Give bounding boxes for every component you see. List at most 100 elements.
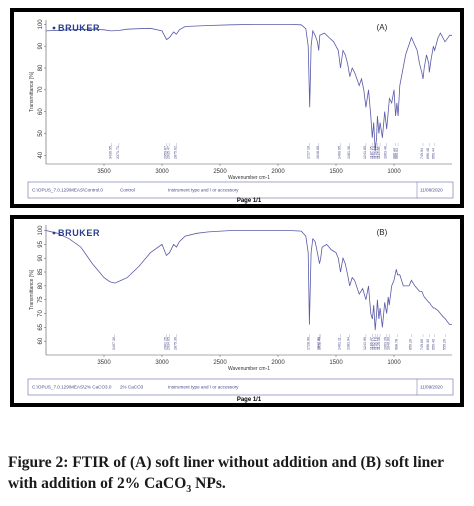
chart-a-peak-label-14: 1063.46 bbox=[384, 146, 388, 159]
chart-b-footer-sample: 2% CaCO3 bbox=[120, 385, 144, 390]
chart-a-peak-label-19: 650.44 bbox=[432, 148, 436, 159]
chart-b-y-tick-label-8: 100 bbox=[38, 225, 44, 236]
chart-a-y-tick-label-4: 80 bbox=[38, 64, 44, 71]
chart-a-peak-label-17: 749.94 bbox=[420, 148, 424, 159]
chart-b-logo: BRUKER bbox=[58, 228, 100, 238]
figure-caption: Figure 2: FTIR of (A) soft liner without… bbox=[8, 452, 468, 500]
chart-a-peak-label-13: 1119.56 bbox=[377, 147, 381, 159]
chart-b-peak-label-1: 2962.25 bbox=[163, 337, 167, 350]
chart-a-peak-label-5: 1727.19 bbox=[307, 146, 311, 159]
chart-a-y-tick-label-0: 40 bbox=[38, 151, 44, 158]
chart-a-peak-label-8: 1381.36 bbox=[347, 146, 351, 159]
chart-b-peak-label-12: 1143.19 bbox=[374, 337, 378, 350]
chart-a-x-tick-label-2: 2500 bbox=[213, 169, 227, 175]
chart-b-x-axis-title: Wavenumber cm-1 bbox=[228, 366, 270, 372]
chart-b-peak-label-15: 1040.60 bbox=[386, 337, 390, 350]
ftir-chart-a: 40 50 60 70 80 90 100 Transmittance [%] 3500 3000… bbox=[27, 19, 454, 204]
chart-b-peak-label-13: 1120.48 bbox=[377, 337, 381, 350]
chart-b-y-tick-label-1: 65 bbox=[38, 323, 44, 330]
chart-a-peak-label-0: 3436.95 bbox=[108, 146, 112, 159]
chart-a-spectrum-line bbox=[45, 24, 452, 151]
chart-a-peak-label-18: 696.48 bbox=[426, 148, 430, 159]
chart-a-peak-label-4: 2875.62 bbox=[173, 146, 177, 159]
chart-b-x-tick-label-2: 2500 bbox=[213, 360, 227, 366]
chart-b-peak-label-5: 1642.01 bbox=[317, 337, 321, 350]
chart-a-footer-instrument: Instrument type and / or accessory bbox=[168, 188, 239, 193]
chart-b-y-tick-label-3: 75 bbox=[38, 296, 44, 303]
chart-b-y-tick-label-0: 60 bbox=[38, 337, 44, 344]
ftir-panel-a: 40 50 60 70 80 90 100 Transmittance [%] 3500 3000… bbox=[10, 8, 464, 208]
ftir-panel-b: 60 65 70 75 80 85 90 95 100 Transmittance [%] 3500… bbox=[10, 215, 464, 407]
caption-subscript: 3 bbox=[186, 484, 192, 496]
chart-b-peak-label-9: 1241.90 bbox=[363, 337, 367, 350]
chart-b-peak-label-20: 650.40 bbox=[432, 339, 436, 350]
chart-b-peak-label-21: 555.20 bbox=[443, 339, 447, 350]
chart-a-panel-letter: (A) bbox=[377, 23, 388, 32]
chart-a-y-tick-label-1: 50 bbox=[38, 129, 44, 136]
ftir-panel-a-inner: 40 50 60 70 80 90 100 Transmittance [%] 3500 3000… bbox=[14, 12, 460, 204]
chart-a-peak-label-11: 1162.14 bbox=[372, 146, 376, 159]
chart-a-x-axis-title: Wavenumber cm-1 bbox=[228, 175, 270, 181]
chart-b-y-tick-label-6: 90 bbox=[38, 254, 44, 261]
chart-a-page-label: Page 1/1 bbox=[237, 198, 262, 204]
chart-a-peak-label-9: 1241.85 bbox=[363, 146, 367, 159]
chart-b-peak-label-0: 3407.30 bbox=[112, 337, 116, 350]
chart-a-x-tick-label-4: 1500 bbox=[329, 169, 343, 175]
chart-b-peak-label-18: 749.60 bbox=[420, 339, 424, 350]
chart-a-peak-label-16: 965.01 bbox=[395, 148, 399, 159]
chart-a-footer-box bbox=[27, 181, 454, 199]
chart-a-peak-label-10: 1187.35 bbox=[369, 146, 373, 159]
chart-b-peak-label-8: 1381.94 bbox=[347, 337, 351, 350]
chart-a-y-axis-title: Transmittance [%] bbox=[29, 71, 35, 112]
chart-b-peak-label-19: 696.30 bbox=[426, 339, 430, 350]
ftir-chart-b: 60 65 70 75 80 85 90 95 100 Transmittance [%] 3500… bbox=[27, 225, 454, 403]
chart-b-peak-label-11: 1162.13 bbox=[372, 337, 376, 350]
chart-a-peak-label-15: 986.44 bbox=[393, 148, 397, 159]
chart-a-x-tick-label-5: 1000 bbox=[387, 169, 401, 175]
chart-a-y-tick-label-5: 90 bbox=[38, 42, 44, 49]
chart-b-x-tick-label-0: 3500 bbox=[97, 360, 111, 366]
chart-b-x-tick-label-5: 1000 bbox=[387, 360, 401, 366]
chart-b-logo-dot-icon bbox=[52, 231, 56, 235]
chart-b-x-tick-label-4: 1500 bbox=[329, 360, 343, 366]
chart-a-footer-date: 11/08/2020 bbox=[420, 188, 443, 193]
chart-b-x-tick-label-3: 2000 bbox=[271, 360, 285, 366]
chart-b-peak-label-10: 1186.47 bbox=[369, 337, 373, 350]
chart-a-peak-label-7: 1460.95 bbox=[338, 146, 342, 159]
chart-b-y-axis-title: Transmittance [%] bbox=[29, 269, 35, 310]
chart-b-peak-label-4: 1728.90 bbox=[306, 337, 310, 350]
chart-a-footer-sample: Control bbox=[120, 188, 135, 193]
chart-b-y-tick-label-7: 95 bbox=[38, 240, 44, 247]
chart-b-x-tick-label-1: 3000 bbox=[155, 360, 169, 366]
chart-b-y-tick-label-2: 70 bbox=[38, 310, 44, 317]
chart-a-logo-dot-icon bbox=[52, 26, 56, 30]
chart-a-y-tick-label-6: 100 bbox=[38, 19, 44, 30]
chart-a-y-tick-label-3: 70 bbox=[38, 86, 44, 93]
chart-a-y-tick-label-2: 60 bbox=[38, 108, 44, 115]
caption-suffix: NPs. bbox=[191, 475, 226, 492]
chart-b-peak-label-14: 1063.39 bbox=[384, 337, 388, 350]
caption-prefix: Figure 2: FTIR of (A) soft liner without… bbox=[8, 454, 444, 492]
chart-b-footer-path: C:\OPUS_7.0.129\MEAS\2% CaCO3.0 bbox=[32, 385, 112, 390]
chart-a-peak-label-3: 2935.47 bbox=[166, 146, 170, 159]
chart-b-peak-label-7: 1461.11 bbox=[338, 337, 342, 350]
chart-a-peak-label-12: 1143.12 bbox=[374, 146, 378, 159]
chart-b-page-label: Page 1/1 bbox=[237, 397, 262, 403]
chart-b-footer-date: 11/09/2020 bbox=[420, 385, 443, 390]
chart-b-footer-box bbox=[27, 378, 454, 396]
chart-b-peak-label-6: 1632.40 bbox=[318, 337, 322, 350]
chart-b-peak-label-17: 850.20 bbox=[408, 339, 412, 350]
chart-b-panel-letter: (B) bbox=[377, 228, 388, 237]
chart-b-peak-label-2: 2934.65 bbox=[167, 337, 171, 350]
chart-a-x-tick-label-1: 3000 bbox=[155, 169, 169, 175]
chart-a-logo: BRUKER bbox=[58, 23, 100, 33]
chart-a-x-tick-label-3: 2000 bbox=[271, 169, 285, 175]
chart-b-footer-instrument: Instrument type and / or accessory bbox=[168, 385, 239, 390]
chart-a-peak-label-2: 2959.87 bbox=[164, 146, 168, 159]
chart-b-y-tick-label-4: 80 bbox=[38, 282, 44, 289]
chart-a-x-tick-label-0: 3500 bbox=[97, 169, 111, 175]
chart-a-peak-label-1: 3371.71 bbox=[116, 146, 120, 159]
chart-a-footer-path: C:\OPUS_7.0.129\MEAS\Control.0 bbox=[32, 188, 103, 193]
chart-b-peak-label-16: 968.78 bbox=[395, 339, 399, 350]
chart-a-peak-label-6: 1648.68 bbox=[316, 146, 320, 159]
